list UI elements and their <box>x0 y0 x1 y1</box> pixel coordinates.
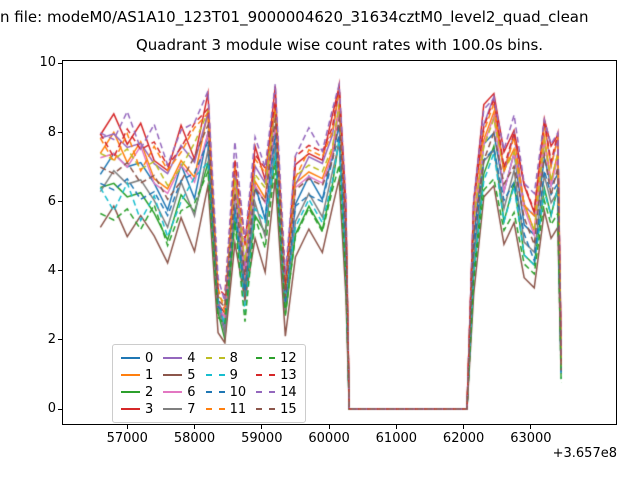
legend-item: 7 <box>163 401 196 417</box>
x-tick-mark <box>261 425 263 429</box>
legend-item: 8 <box>205 350 247 366</box>
legend-column: 8 9 10 11 <box>205 350 247 417</box>
y-tick-label: 2 <box>47 331 56 347</box>
y-tick-mark <box>58 408 62 410</box>
legend-line-sample <box>205 408 225 410</box>
legend-line-sample <box>163 374 183 376</box>
x-tick-label: 59000 <box>241 431 283 446</box>
x-axis-offset-label: +3.657e8 <box>552 446 617 461</box>
legend-label: 6 <box>187 384 196 400</box>
legend-label: 1 <box>145 367 154 383</box>
legend-label: 14 <box>280 384 297 400</box>
legend-label: 2 <box>145 384 154 400</box>
x-tick-label: 62000 <box>442 431 485 446</box>
legend-line-sample <box>163 357 183 359</box>
y-tick-label: 8 <box>47 124 56 140</box>
legend-item: 4 <box>163 350 196 366</box>
x-tick-label: 58000 <box>173 431 216 446</box>
y-tick-mark <box>58 132 62 134</box>
y-tick-label: 6 <box>47 193 56 209</box>
y-tick-label: 0 <box>47 401 56 417</box>
legend-item: 0 <box>121 350 153 366</box>
x-tick-label: 61000 <box>375 431 418 446</box>
legend-label: 8 <box>229 350 238 366</box>
legend-column: 12 13 14 15 <box>256 350 297 417</box>
legend-item: 11 <box>205 401 247 417</box>
legend-line-sample <box>205 391 225 393</box>
x-tick-mark <box>530 425 532 429</box>
legend-line-sample <box>163 408 183 410</box>
legend-line-sample <box>121 374 140 376</box>
figure-suptitle: n file: modeM0/AS1A10_123T01_9000004620_… <box>0 8 589 26</box>
legend-item: 6 <box>163 384 196 400</box>
y-tick-mark <box>58 201 62 203</box>
legend-line-sample <box>256 357 276 359</box>
legend-line-sample <box>256 391 276 393</box>
y-tick-label: 4 <box>47 262 56 278</box>
legend-label: 9 <box>229 367 238 383</box>
legend-label: 15 <box>280 401 297 417</box>
y-tick-mark <box>58 339 62 341</box>
x-tick-mark <box>395 425 397 429</box>
legend-label: 12 <box>280 350 297 366</box>
x-tick-mark <box>328 425 330 429</box>
legend-line-sample <box>163 391 183 393</box>
legend-item: 9 <box>205 367 247 383</box>
legend-line-sample <box>256 408 276 410</box>
legend: 0 1 2 3 4 5 6 7 8 9 10 11 12 13 14 15 <box>112 344 306 423</box>
x-tick-label: 63000 <box>510 431 552 446</box>
legend-line-sample <box>205 374 225 376</box>
legend-item: 3 <box>121 401 153 417</box>
x-tick-mark <box>126 425 128 429</box>
legend-item: 5 <box>163 367 196 383</box>
legend-item: 2 <box>121 384 153 400</box>
axes-frame <box>62 60 617 425</box>
legend-label: 4 <box>187 350 196 366</box>
legend-label: 7 <box>187 401 196 417</box>
legend-label: 10 <box>229 384 247 400</box>
x-tick-mark <box>194 425 196 429</box>
legend-item: 12 <box>256 350 297 366</box>
legend-label: 5 <box>187 367 196 383</box>
legend-line-sample <box>121 391 140 393</box>
y-tick-mark <box>58 62 62 64</box>
legend-item: 10 <box>205 384 247 400</box>
x-tick-mark <box>463 425 465 429</box>
legend-label: 3 <box>145 401 154 417</box>
legend-item: 15 <box>256 401 297 417</box>
legend-item: 1 <box>121 367 153 383</box>
x-tick-label: 57000 <box>106 431 148 446</box>
legend-label: 13 <box>280 367 297 383</box>
legend-item: 13 <box>256 367 297 383</box>
chart-title: Quadrant 3 module wise count rates with … <box>135 36 544 54</box>
legend-line-sample <box>121 408 140 410</box>
legend-item: 14 <box>256 384 297 400</box>
legend-line-sample <box>121 357 140 359</box>
x-tick-label: 60000 <box>308 431 350 446</box>
y-tick-mark <box>58 270 62 272</box>
legend-label: 0 <box>145 350 154 366</box>
legend-line-sample <box>205 357 225 359</box>
legend-line-sample <box>256 374 276 376</box>
y-tick-label: 10 <box>39 55 56 71</box>
legend-label: 11 <box>229 401 247 417</box>
